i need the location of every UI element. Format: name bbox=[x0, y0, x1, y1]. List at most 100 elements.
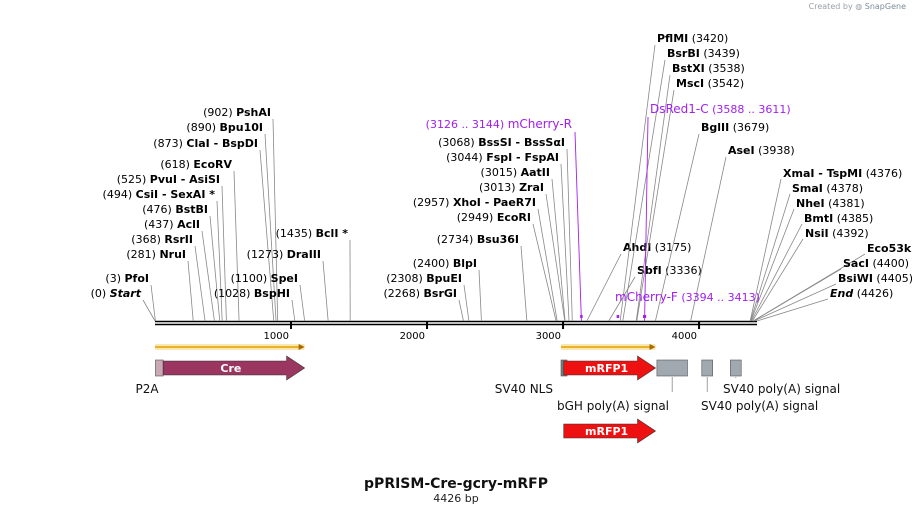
site-connector-csii bbox=[216, 200, 223, 322]
site-position: (1028) bbox=[214, 287, 254, 300]
feature-p2a-0 bbox=[155, 359, 164, 377]
site-connector-saci bbox=[753, 268, 842, 322]
site-name: NsiI bbox=[805, 227, 829, 240]
site-name-2: - TspMI bbox=[814, 167, 862, 180]
site-connector-rsrii bbox=[194, 245, 206, 322]
site-connector-pvui bbox=[221, 185, 227, 322]
site-name: XhoI bbox=[453, 196, 481, 209]
site-connector-bsssi bbox=[566, 148, 573, 322]
site-position: (437) bbox=[144, 218, 177, 231]
site-label-end: End (4426) bbox=[830, 287, 893, 300]
plasmid-title: pPRISM-Cre-gcry-mRFP bbox=[364, 476, 548, 492]
site-label-bglii: BglII (3679) bbox=[701, 121, 769, 134]
primer-name: mCherry-F bbox=[615, 290, 678, 304]
feature-bgh-poly-a-signal-4 bbox=[656, 359, 688, 377]
site-name: BlpI bbox=[453, 257, 477, 270]
site-position: (890) bbox=[186, 121, 219, 134]
site-position: (4378) bbox=[823, 182, 863, 195]
primer-mark-mcherry-f bbox=[616, 315, 620, 318]
site-position: (2400) bbox=[413, 257, 453, 270]
site-name: SpeI bbox=[271, 272, 298, 285]
site-connector-bsrgi bbox=[458, 299, 464, 322]
site-label-draiii: (1273) DraIII bbox=[247, 248, 321, 261]
primer-name: DsRed1-C bbox=[650, 102, 709, 116]
site-position: (0) bbox=[91, 287, 110, 300]
site-label-clai: (873) ClaI - BspDI bbox=[153, 137, 258, 150]
primer-mark-mcherry-r bbox=[580, 315, 583, 318]
site-position: (3015) bbox=[481, 166, 521, 179]
site-position: (3) bbox=[105, 272, 124, 285]
site-label-bsrgi: (2268) BsrGI bbox=[383, 287, 457, 300]
site-label-rsrii: (368) RsrII bbox=[131, 233, 193, 246]
site-label-smai: SmaI (4378) bbox=[792, 182, 863, 195]
primer-name: mCherry-R bbox=[508, 117, 572, 131]
site-label-xhoi: (2957) XhoI - PaeR7I bbox=[413, 196, 536, 209]
site-label-xmai: XmaI - TspMI (4376) bbox=[783, 167, 902, 180]
ruler-label: 4000 bbox=[672, 331, 697, 342]
site-connector-spei bbox=[299, 284, 306, 322]
site-connector-pshai bbox=[272, 118, 279, 322]
feature-sv40-poly-a-signal-6 bbox=[730, 359, 742, 377]
site-label-bsiwi: BsiWI (4405) bbox=[838, 272, 912, 285]
site-name: BclI * bbox=[316, 227, 349, 240]
site-position: (2949) bbox=[457, 211, 497, 224]
site-position: (1435) bbox=[276, 227, 316, 240]
site-name: SbfI bbox=[637, 264, 662, 277]
site-connector-pflmi bbox=[619, 44, 656, 322]
site-connector-smai bbox=[750, 193, 791, 322]
site-connector-sbfi bbox=[608, 276, 636, 322]
feature-label-sv40-nls-2: SV40 NLS bbox=[495, 382, 553, 396]
site-position: (3542) bbox=[704, 77, 744, 90]
site-name: NruI bbox=[159, 248, 186, 261]
primer-range: (3588 .. 3611) bbox=[709, 103, 791, 116]
site-name: BpuEI bbox=[426, 272, 462, 285]
feature-sv40-poly-a-signal-5 bbox=[701, 359, 713, 377]
site-name: Start bbox=[110, 287, 142, 300]
site-label-bsssi: (3068) BssSI - BssSαI bbox=[438, 136, 565, 149]
feature-label-cre-1: Cre bbox=[220, 362, 241, 375]
site-name: BspHI bbox=[254, 287, 290, 300]
site-connector-draiii bbox=[322, 260, 329, 322]
primer-label-mcherry-f: mCherry-F (3394 .. 3413) bbox=[615, 290, 760, 304]
site-connector-bpuei bbox=[463, 284, 470, 322]
site-name: EcoRI bbox=[497, 211, 531, 224]
site-connector-bstxi bbox=[635, 74, 671, 322]
site-label-bcli: (1435) BclI * bbox=[276, 227, 349, 240]
site-label-pshai: (902) PshAI bbox=[203, 106, 271, 119]
site-name-2: - BspDI bbox=[210, 137, 258, 150]
site-name: PfoI bbox=[125, 272, 150, 285]
site-connector-bsrbi bbox=[622, 59, 666, 322]
site-position: (3044) bbox=[446, 151, 486, 164]
orf-arrowhead-0 bbox=[298, 344, 305, 350]
primer-connector-mcherry-r bbox=[574, 131, 582, 322]
site-label-saci: SacI (4400) bbox=[843, 257, 909, 270]
site-name: BglII bbox=[701, 121, 729, 134]
site-connector-bmti bbox=[751, 223, 803, 322]
snapgene-watermark: Created by ◍ SnapGene bbox=[809, 2, 906, 11]
site-name: NheI bbox=[796, 197, 825, 210]
site-connector-ecori bbox=[532, 223, 557, 322]
site-name: Bsu36I bbox=[477, 233, 519, 246]
site-connector-zrai bbox=[545, 193, 566, 322]
site-label-nhei: NheI (4381) bbox=[796, 197, 865, 210]
plasmid-length: 4426 bp bbox=[433, 492, 479, 505]
site-position: (4381) bbox=[825, 197, 865, 210]
site-position: (1100) bbox=[231, 272, 271, 285]
site-name: EcoRV bbox=[193, 158, 232, 171]
watermark-prefix: Created by bbox=[808, 2, 853, 11]
feature-cre-1 bbox=[162, 355, 306, 381]
site-name: DraIII bbox=[287, 248, 321, 261]
site-label-aatii: (3015) AatII bbox=[481, 166, 550, 179]
site-connector-blpi bbox=[478, 269, 482, 322]
site-label-bmti: BmtI (4385) bbox=[804, 212, 873, 225]
site-connector-bsu36i bbox=[520, 245, 528, 322]
site-connector-asei bbox=[690, 156, 727, 322]
site-position: (3938) bbox=[755, 144, 795, 157]
site-label-bsphi: (1028) BspHI bbox=[214, 287, 290, 300]
site-name: AclI bbox=[177, 218, 200, 231]
primer-label-dsred1-c: DsRed1-C (3588 .. 3611) bbox=[650, 102, 791, 116]
site-connector-xmai bbox=[749, 178, 782, 322]
site-position: (902) bbox=[203, 106, 236, 119]
site-connector-msci bbox=[636, 89, 675, 322]
site-label-bstxi: BstXI (3538) bbox=[672, 62, 745, 75]
